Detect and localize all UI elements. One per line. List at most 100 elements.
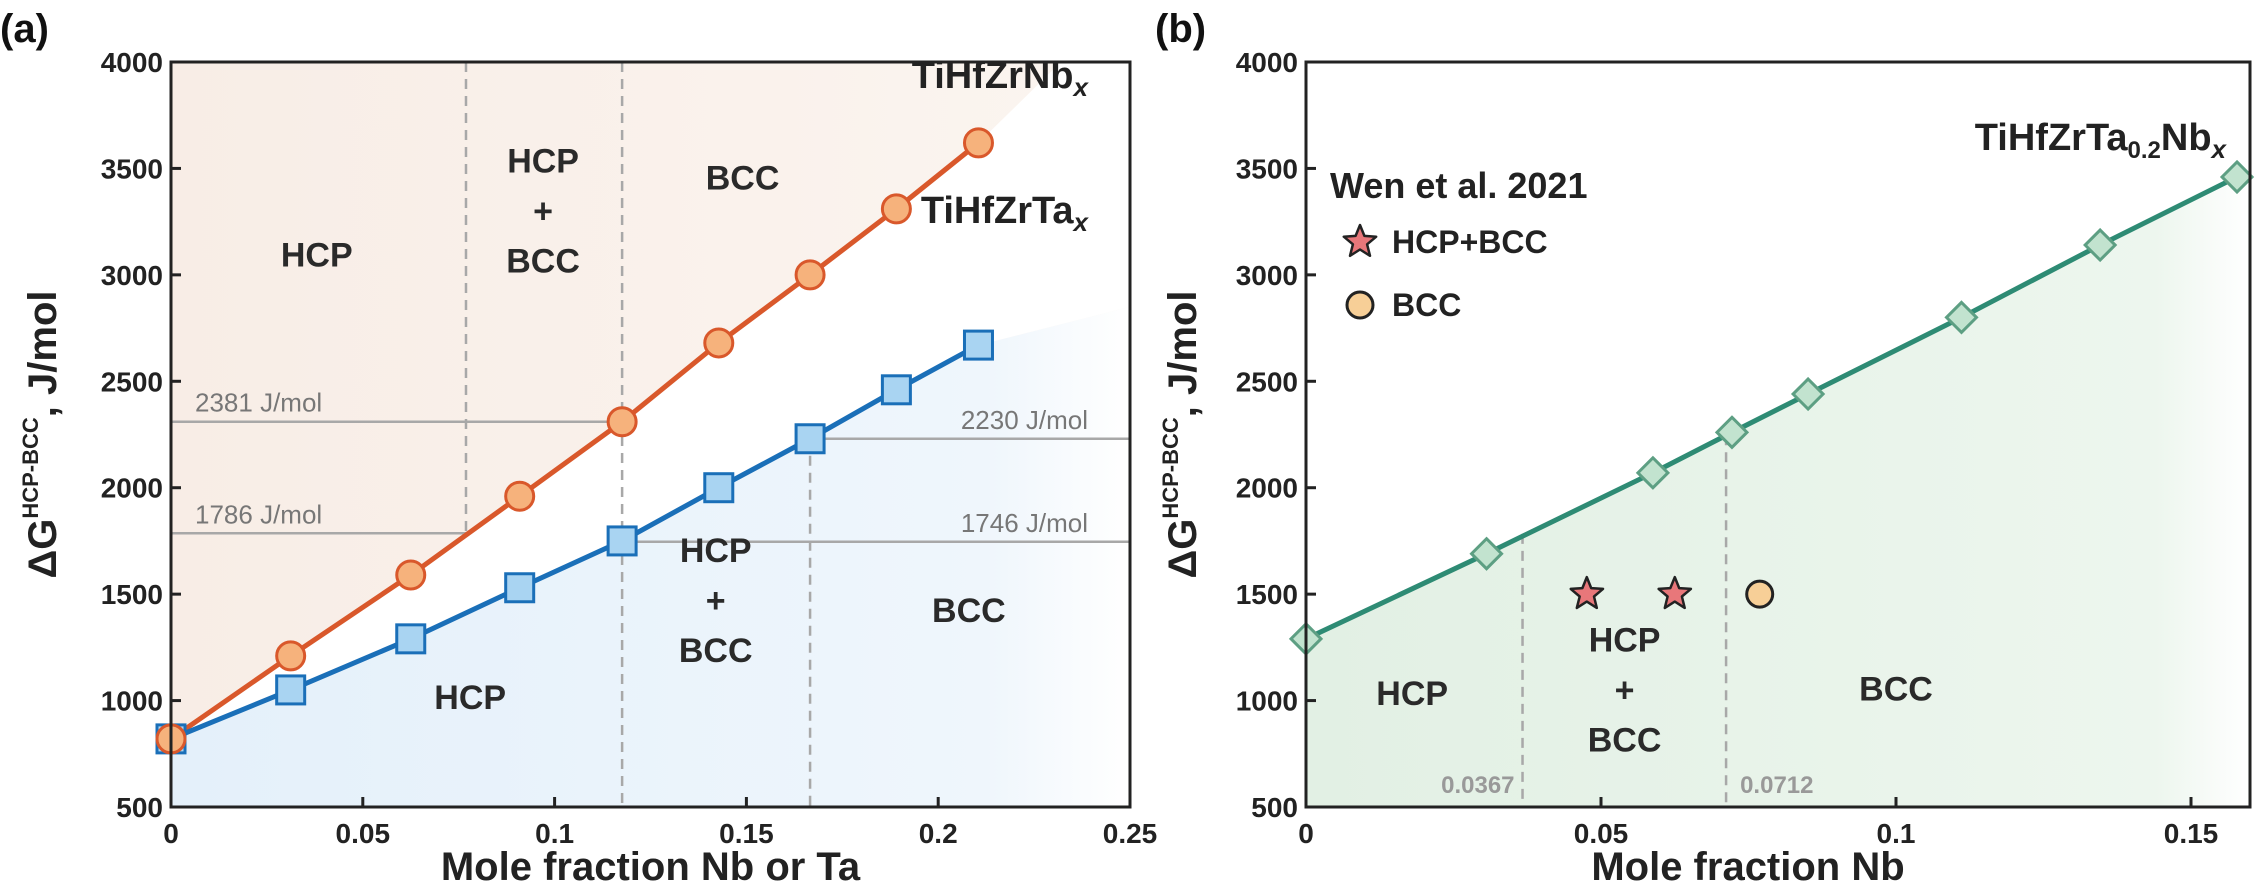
data-point-diamond: [1790, 376, 1826, 412]
panel-b-label: (b): [1155, 7, 1206, 51]
data-point-circle: [504, 480, 536, 512]
legend-star-marker: [1342, 223, 1378, 258]
y-tick-label: 500: [1251, 792, 1298, 823]
panel-b-background: [1306, 170, 2250, 808]
panel-a-plot-frame: [169, 60, 1132, 809]
panel-a-ticks: 0 0.05 0.1 0.15 0.2 0.25 500 1000 1500 2000 2500 30…: [101, 47, 1158, 849]
region-label: +: [706, 582, 726, 620]
panel-b-region-labels: HCP HCP + BCC BCC: [1376, 622, 1933, 760]
y-tick-label: 1000: [101, 686, 163, 717]
y-tick-label: 2500: [101, 366, 163, 397]
panel-a-phase-boundaries: [464, 62, 812, 807]
data-point-square: [962, 329, 994, 361]
legend-label-bcc: BCC: [1392, 287, 1461, 323]
data-point-circle: [275, 640, 307, 672]
region-label: BCC: [1859, 671, 1933, 709]
panel-a-series: [155, 127, 994, 755]
data-point-diamond: [1714, 415, 1750, 450]
region-label: BCC: [1588, 722, 1662, 760]
data-point-circle: [395, 559, 427, 591]
region-label: BCC: [506, 243, 580, 281]
region-label: +: [1615, 672, 1635, 710]
data-point-circle: [703, 327, 735, 359]
phase-boundary-label: 0.0367: [1441, 772, 1514, 799]
y-tick-label: 3500: [1236, 153, 1298, 184]
y-tick-label: 2000: [1236, 473, 1298, 504]
region-label: HCP: [507, 143, 579, 181]
region-label: HCP: [1589, 622, 1661, 660]
reference-line-label: 2230 J/mol: [961, 405, 1088, 435]
legend-circle-marker: [1345, 290, 1375, 320]
reference-line-label: 1746 J/mol: [961, 508, 1088, 538]
region-label: BCC: [706, 160, 780, 198]
panel-b-phase-boundaries: 0.0367 0.0712: [1441, 435, 1813, 807]
panel-a-x-axis-title: Mole fraction Nb or Ta: [441, 845, 861, 889]
panel-a-region-labels: HCP HCP + BCC BCC HCP HCP + BCC BCC: [281, 143, 1006, 717]
experimental-point-circle: [1745, 579, 1775, 609]
y-tick-label: 4000: [101, 47, 163, 78]
x-tick-label: 0.05: [336, 818, 391, 849]
data-point-diamond: [1944, 300, 1979, 335]
panel-a-y-axis-title: ΔGHCP-BCC, J/mol: [18, 290, 65, 578]
y-tick-label: 500: [116, 792, 163, 823]
region-label: BCC: [679, 632, 753, 670]
reference-line-label: 2381 J/mol: [195, 388, 322, 418]
data-point-circle: [794, 259, 826, 291]
data-point-diamond: [2083, 227, 2118, 263]
region-label: HCP: [680, 532, 752, 570]
data-point-square: [880, 374, 912, 406]
panel-b-legend: Wen et al. 2021 HCP+BCC BCC: [1330, 165, 1587, 323]
data-point-diamond: [1635, 455, 1671, 490]
x-tick-label: 0.25: [1103, 818, 1158, 849]
series-label-tihfzrta: TiHfZrTax: [921, 190, 1090, 237]
panel-b-x-axis-title: Mole fraction Nb: [1591, 845, 1904, 889]
x-tick-label: 0.05: [1574, 818, 1629, 849]
reference-line-label: 1786 J/mol: [195, 499, 322, 529]
panel-b-ticks: 0 0.05 0.1 0.15 500 1000 1500 2000 2500 3000 3500 4…: [1236, 47, 2219, 849]
data-point-diamond: [1469, 536, 1504, 571]
data-point-square: [504, 572, 536, 604]
data-point-diamond: [2219, 159, 2255, 195]
data-point-circle: [606, 406, 638, 438]
x-tick-label: 0: [163, 818, 179, 849]
panel-b-series: [1288, 159, 2255, 656]
data-point-circle: [962, 127, 994, 159]
series-line: [1304, 174, 2239, 642]
data-point-square: [275, 674, 307, 706]
y-tick-label: 2500: [1236, 366, 1298, 397]
legend-label-hcp-bcc: HCP+BCC: [1392, 224, 1548, 260]
x-tick-label: 0.15: [2164, 818, 2219, 849]
y-tick-label: 1000: [1236, 686, 1298, 717]
x-tick-label: 0.1: [1877, 818, 1916, 849]
data-point-square: [606, 525, 638, 557]
stable-region-background: [1306, 170, 2250, 808]
region-label: BCC: [932, 592, 1006, 630]
data-point-circle: [880, 193, 912, 225]
panel-b-experimental-points: [1569, 575, 1775, 610]
data-point-square: [395, 623, 427, 655]
y-tick-label: 1500: [101, 579, 163, 610]
y-tick-label: 4000: [1236, 47, 1298, 78]
region-label: HCP: [281, 236, 353, 274]
y-tick-label: 2000: [101, 473, 163, 504]
x-tick-label: 0.15: [719, 818, 774, 849]
lower-region-background: [171, 306, 1130, 807]
region-label: HCP: [434, 679, 506, 717]
data-point-square: [703, 472, 735, 504]
y-tick-label: 3000: [101, 260, 163, 291]
panel-a: (a) 2381 J/mol 1786 J/mol 2230 J/mol 1746 J…: [0, 7, 1157, 889]
legend-title: Wen et al. 2021: [1330, 165, 1587, 206]
data-point-square: [794, 423, 826, 455]
experimental-point-star: [1657, 575, 1693, 610]
y-tick-label: 3500: [101, 153, 163, 184]
x-tick-label: 0.2: [919, 818, 958, 849]
experimental-point-star: [1569, 575, 1605, 610]
panel-b-plot-frame: [1304, 60, 2252, 809]
y-tick-label: 1500: [1236, 579, 1298, 610]
region-label: HCP: [1376, 675, 1448, 713]
series-label-tihfzrta02nb: TiHfZrTa0.2Nbx: [1975, 117, 2228, 164]
region-label: +: [533, 193, 553, 231]
panel-b-y-axis-title: ΔGHCP-BCC, J/mol: [1158, 290, 1205, 578]
